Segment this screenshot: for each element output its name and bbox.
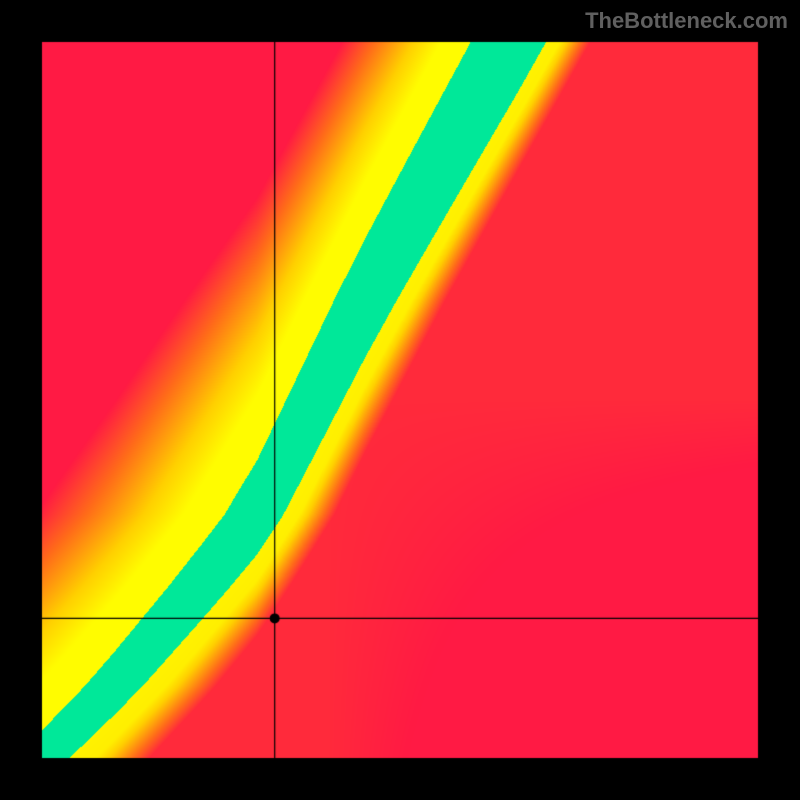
watermark-text: TheBottleneck.com — [585, 8, 788, 34]
chart-container: TheBottleneck.com — [0, 0, 800, 800]
bottleneck-heatmap-canvas — [0, 0, 800, 800]
